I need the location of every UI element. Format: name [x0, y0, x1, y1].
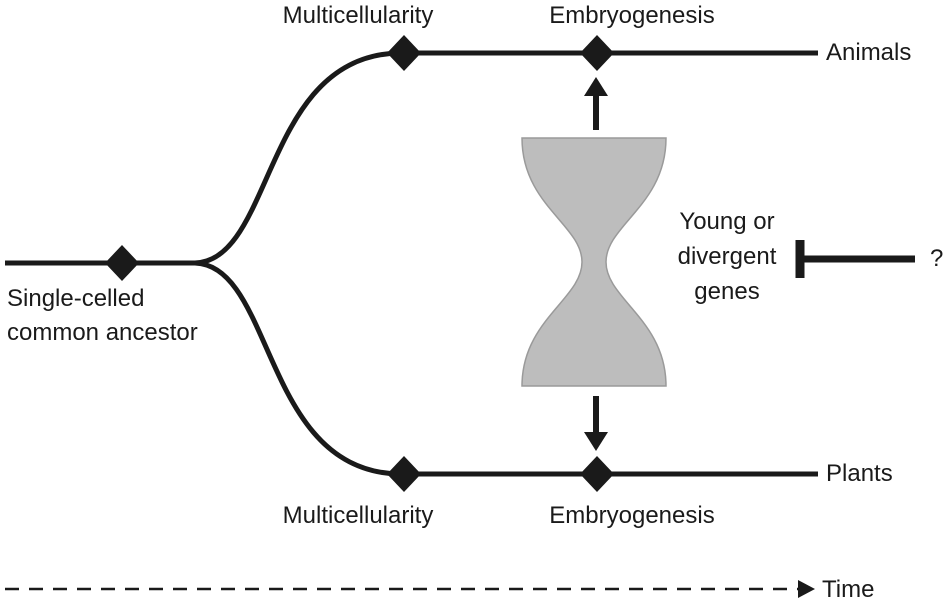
time-label: Time: [822, 576, 874, 603]
plants-label: Plants: [826, 460, 893, 487]
genes-label-line2: divergent: [678, 243, 777, 270]
plant-lineage-curve: [194, 260, 401, 477]
embryogenesis-animal-diamond: [580, 35, 614, 71]
time-arrowhead: [798, 580, 815, 598]
embryogenesis-plant-diamond: [580, 456, 614, 492]
ancestor-label-line1: Single-celled: [7, 285, 144, 312]
embryogenesis-top-label: Embryogenesis: [549, 2, 714, 29]
embryogenesis-bottom-label: Embryogenesis: [549, 502, 714, 529]
ancestor-label-line2: common ancestor: [7, 319, 198, 346]
hourglass-shape: [521, 137, 667, 387]
multicellularity-plant-diamond: [387, 456, 421, 492]
arrowhead-down: [584, 432, 608, 451]
animals-label: Animals: [826, 39, 911, 66]
multicellularity-animal-diamond: [387, 35, 421, 71]
question-mark-label: ?: [930, 245, 943, 272]
genes-label-line3: genes: [694, 278, 759, 305]
multicellularity-top-label: Multicellularity: [283, 2, 434, 29]
multicellularity-bottom-label: Multicellularity: [283, 502, 434, 529]
ancestor-diamond: [105, 245, 139, 281]
animal-lineage-curve: [194, 50, 401, 266]
arrowhead-up: [584, 77, 608, 96]
genes-label-line1: Young or: [679, 208, 774, 235]
